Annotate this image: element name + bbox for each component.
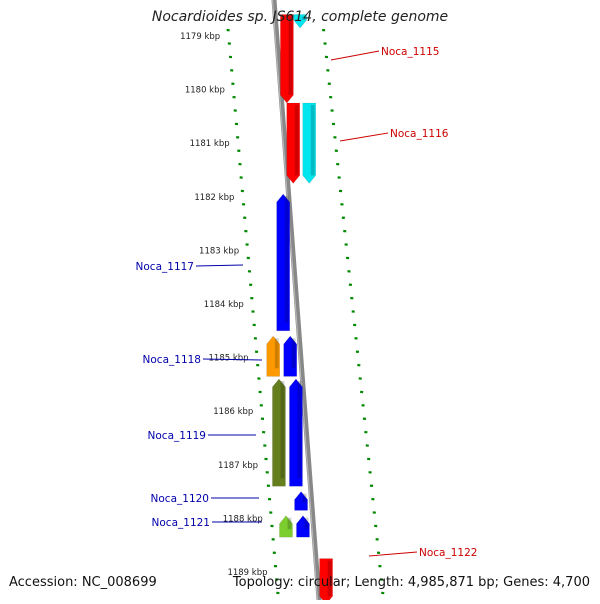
tick-label: 1181 kbp xyxy=(190,139,230,149)
accession-text: Accession: NC_008699 xyxy=(9,575,157,590)
gene-label-noca-1120[interactable]: Noca_1120 xyxy=(151,493,209,505)
gene-arrow-noca-1119-shade xyxy=(298,381,302,478)
tick-label: 1187 kbp xyxy=(218,461,258,471)
gene-label-noca-1116[interactable]: Noca_1116 xyxy=(390,128,449,140)
tick-label: 1185 kbp xyxy=(209,354,249,364)
genome-title: Nocardioides sp. JS614, complete genome xyxy=(0,9,600,25)
gene-arrow-feature-shade xyxy=(275,338,279,368)
tick-label: 1186 kbp xyxy=(213,407,253,417)
gene-arrow-feature-shade xyxy=(311,105,315,175)
gene-arrow-feature-shade xyxy=(281,381,285,478)
gene-leader-line xyxy=(369,552,417,556)
tick-label: 1180 kbp xyxy=(185,86,225,96)
gene-arrow-feature-shade xyxy=(288,518,292,529)
gene-arrow-noca-1118-shade xyxy=(292,338,296,368)
gene-label-noca-1115[interactable]: Noca_1115 xyxy=(381,46,439,58)
gene-arrow-noca-1121-shade xyxy=(305,518,309,529)
tick-label: 1179 kbp xyxy=(180,32,220,42)
gene-arrow-noca-1117-shade xyxy=(285,196,289,323)
gene-label-noca-1122[interactable]: Noca_1122 xyxy=(419,547,477,559)
gene-leader-line xyxy=(196,265,243,266)
gene-leader-line xyxy=(331,51,379,60)
tick-label: 1183 kbp xyxy=(199,246,239,256)
tick-label: 1184 kbp xyxy=(204,300,244,310)
gene-label-noca-1119[interactable]: Noca_1119 xyxy=(148,430,206,442)
topology-text: Topology: circular; Length: 4,985,871 bp… xyxy=(233,575,590,590)
gene-label-noca-1121[interactable]: Noca_1121 xyxy=(152,517,210,529)
gene-leader-line xyxy=(340,133,388,141)
tick-label: 1188 kbp xyxy=(223,514,263,524)
gene-arrow-noca-1120-shade xyxy=(303,494,307,503)
tick-label: 1182 kbp xyxy=(194,193,234,203)
gene-arrow-noca-1116-shade xyxy=(295,105,299,175)
gene-label-noca-1117[interactable]: Noca_1117 xyxy=(136,261,194,273)
gene-label-noca-1118[interactable]: Noca_1118 xyxy=(143,354,201,366)
gene-arrow-noca-1115-shade xyxy=(288,17,292,95)
